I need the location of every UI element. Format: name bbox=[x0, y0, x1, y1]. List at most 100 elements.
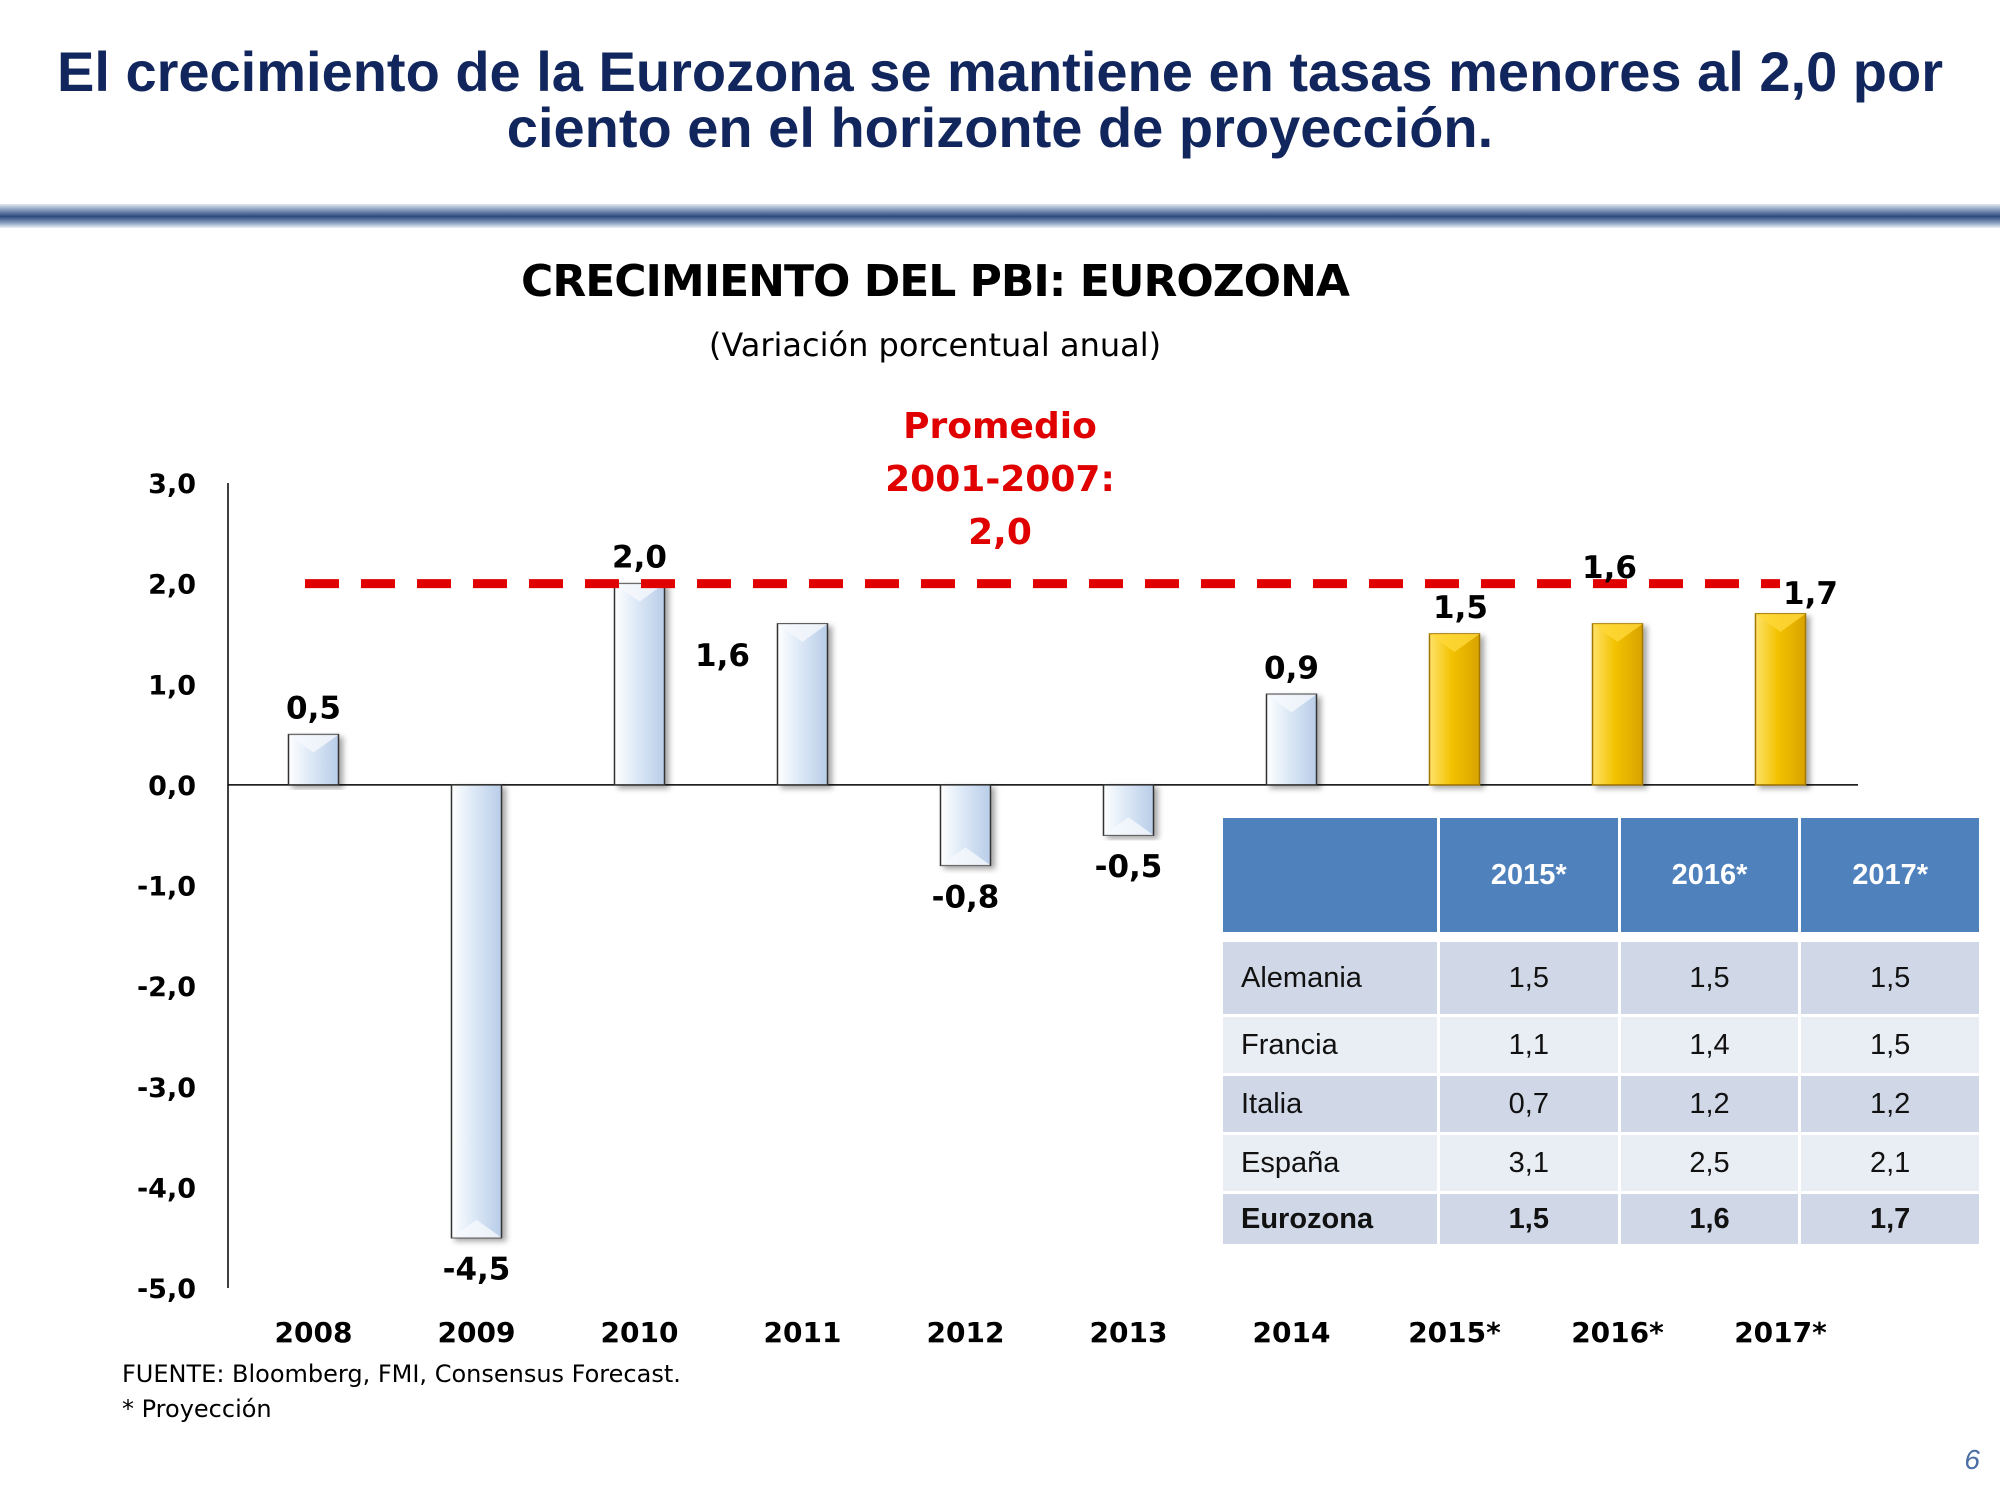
average-annotation-line-2: 2001-2007: bbox=[885, 459, 1115, 500]
data-label: -4,5 bbox=[443, 1252, 511, 1288]
table-cell: 1,6 bbox=[1620, 1194, 1799, 1244]
bar-bevel bbox=[288, 734, 339, 753]
average-annotation: Promedio 2001-2007: 2,0 bbox=[850, 400, 1150, 559]
bar-bevel bbox=[1755, 613, 1806, 632]
table-row-total: Eurozona 1,5 1,6 1,7 bbox=[1223, 1194, 1979, 1244]
table-header-cell: 2015* bbox=[1440, 818, 1618, 932]
table-cell: 1,5 bbox=[1620, 942, 1799, 1014]
average-annotation-line-1: Promedio bbox=[903, 406, 1097, 447]
table-cell: 1,2 bbox=[1801, 1076, 1979, 1132]
data-label: -0,8 bbox=[932, 879, 1000, 915]
bar-group bbox=[776, 623, 829, 786]
table-cell-country: Eurozona bbox=[1223, 1194, 1437, 1244]
bar-bevel bbox=[777, 623, 828, 642]
bar bbox=[1754, 613, 1807, 786]
x-tick-label: 2014 bbox=[1253, 1316, 1331, 1349]
bar-group bbox=[450, 784, 503, 1239]
table-row: Alemania 1,5 1,5 1,5 bbox=[1223, 942, 1979, 1014]
table-cell-country: Francia bbox=[1223, 1017, 1437, 1073]
x-tick-label: 2009 bbox=[438, 1316, 516, 1349]
bar-group bbox=[287, 733, 340, 786]
data-label: 1,6 bbox=[695, 638, 750, 674]
bar bbox=[613, 582, 666, 786]
table-row: Francia 1,1 1,4 1,5 bbox=[1223, 1017, 1979, 1073]
table-cell: 1,2 bbox=[1620, 1076, 1799, 1132]
x-tick-label: 2012 bbox=[927, 1316, 1005, 1349]
table-cell: 1,1 bbox=[1440, 1017, 1618, 1073]
y-tick-label: -1,0 bbox=[137, 872, 196, 903]
data-label: 0,5 bbox=[286, 691, 341, 727]
source-note: FUENTE: Bloomberg, FMI, Consensus Foreca… bbox=[122, 1360, 681, 1388]
data-label: 1,7 bbox=[1783, 576, 1838, 612]
bar bbox=[450, 784, 503, 1239]
table-cell-country: España bbox=[1223, 1135, 1437, 1191]
bar-group bbox=[1428, 633, 1481, 786]
y-tick-label: 0,0 bbox=[148, 771, 196, 802]
x-tick-label: 2016* bbox=[1571, 1316, 1664, 1349]
bar bbox=[1428, 633, 1481, 786]
page-number: 6 bbox=[1964, 1444, 1980, 1475]
x-tick-label: 2017* bbox=[1734, 1316, 1827, 1349]
bar-group bbox=[1265, 693, 1318, 786]
bar bbox=[776, 623, 829, 786]
table-header-cell: 2017* bbox=[1801, 818, 1979, 932]
bar-group bbox=[613, 582, 666, 786]
table-cell-country: Alemania bbox=[1223, 942, 1437, 1014]
x-tick-label: 2015* bbox=[1408, 1316, 1501, 1349]
bar-group bbox=[939, 784, 992, 867]
y-tick-label: -3,0 bbox=[137, 1073, 196, 1104]
table-cell: 1,5 bbox=[1440, 1194, 1618, 1244]
bar-bevel bbox=[1429, 633, 1480, 652]
bar-bevel bbox=[1266, 694, 1317, 713]
table-cell: 1,4 bbox=[1620, 1017, 1799, 1073]
chart-title: CRECIMIENTO DEL PBI: EUROZONA bbox=[521, 256, 1350, 307]
bar bbox=[1591, 623, 1644, 786]
table-row: España 3,1 2,5 2,1 bbox=[1223, 1135, 1979, 1191]
table-cell: 1,5 bbox=[1801, 942, 1979, 1014]
projection-note: * Proyección bbox=[122, 1395, 272, 1423]
y-tick-label: -5,0 bbox=[137, 1274, 196, 1305]
x-tick-label: 2013 bbox=[1090, 1316, 1168, 1349]
bar-bevel bbox=[940, 847, 991, 866]
table-cell: 3,1 bbox=[1440, 1135, 1618, 1191]
data-label: 1,5 bbox=[1433, 590, 1488, 626]
table-cell: 1,5 bbox=[1440, 942, 1618, 1014]
table-cell-country: Italia bbox=[1223, 1076, 1437, 1132]
title-divider-band bbox=[0, 204, 2000, 228]
y-tick-label: 2,0 bbox=[148, 570, 196, 601]
y-tick-label: -4,0 bbox=[137, 1173, 196, 1204]
bar-bevel bbox=[451, 1219, 502, 1238]
data-label: -0,5 bbox=[1095, 849, 1163, 885]
y-tick-label: -2,0 bbox=[137, 972, 196, 1003]
table-cell: 1,7 bbox=[1801, 1194, 1979, 1244]
table-cell: 1,5 bbox=[1801, 1017, 1979, 1073]
table-spacer bbox=[1223, 935, 1979, 939]
y-tick-label: 3,0 bbox=[148, 469, 196, 500]
bar-group bbox=[1591, 623, 1644, 786]
table-header-cell bbox=[1223, 818, 1437, 932]
bar-bevel bbox=[1103, 817, 1154, 836]
bar-group bbox=[1102, 784, 1155, 836]
bar-chart: 3,0 2,0 1,0 0,0 -1,0 -2,0 -3,0 -4,0 -5,0 0,5 -4,5… bbox=[137, 469, 1858, 1349]
bar-bevel bbox=[1592, 623, 1643, 642]
table-header-row: 2015* 2016* 2017* bbox=[1223, 818, 1979, 932]
x-tick-label: 2008 bbox=[275, 1316, 353, 1349]
x-tick-label: 2011 bbox=[764, 1316, 842, 1349]
bar-group bbox=[1754, 613, 1807, 786]
slide-title: El crecimiento de la Eurozona se mantien… bbox=[56, 40, 1944, 159]
data-label: 0,9 bbox=[1264, 650, 1319, 686]
data-label: 2,0 bbox=[612, 540, 667, 576]
chart-subtitle: (Variación porcentual anual) bbox=[708, 326, 1162, 364]
table-header-cell: 2016* bbox=[1620, 818, 1799, 932]
y-tick-label: 1,0 bbox=[148, 670, 196, 701]
table-row: Italia 0,7 1,2 1,2 bbox=[1223, 1076, 1979, 1132]
average-annotation-line-3: 2,0 bbox=[968, 512, 1032, 553]
forecast-table: 2015* 2016* 2017* Alemania 1,5 1,5 1,5 F… bbox=[1220, 815, 1982, 1247]
table-cell: 2,1 bbox=[1801, 1135, 1979, 1191]
data-labels: 0,5-4,52,01,6-0,8-0,50,91,51,61,7 bbox=[286, 540, 1838, 1288]
table-cell: 2,5 bbox=[1620, 1135, 1799, 1191]
data-label: 1,6 bbox=[1582, 550, 1637, 586]
x-axis: 2008 2009 2010 2011 2012 2013 2014 2015* 2016* 20… bbox=[275, 1316, 1828, 1349]
table-cell: 0,7 bbox=[1440, 1076, 1618, 1132]
x-tick-label: 2010 bbox=[601, 1316, 679, 1349]
